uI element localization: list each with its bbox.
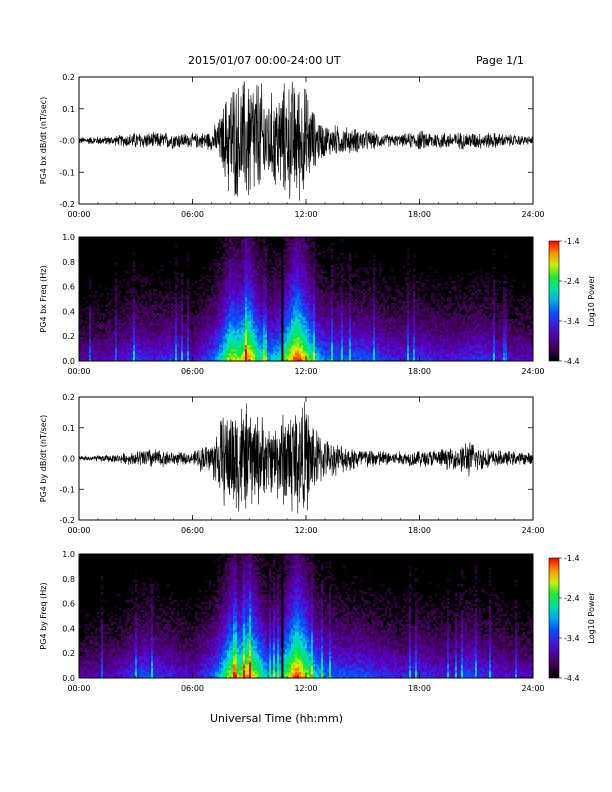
- y-axis-title-3: PG4 by Freq (Hz): [39, 582, 48, 649]
- x-tick-label-0-0: 00:00: [67, 210, 90, 219]
- y-tick-label-2-2: 0.0: [62, 455, 75, 464]
- data-gap-1: [281, 237, 284, 361]
- y-tick-label-0-4: 0.2: [62, 73, 75, 82]
- y-axis-title-2: PG4 by dB/dt (nT/sec): [39, 415, 48, 502]
- colorbar-tick-label-3-0: -1.4: [564, 554, 580, 563]
- y-tick-label-1-3: 0.6: [62, 283, 75, 292]
- x-tick-label-1-3: 18:00: [408, 367, 431, 376]
- x-tick-label-3-3: 18:00: [408, 684, 431, 693]
- x-tick-label-3-0: 00:00: [67, 684, 90, 693]
- colorbar-tick-label-3-2: -3.4: [564, 634, 580, 643]
- x-tick-label-3-2: 12:00: [294, 684, 317, 693]
- series-trace-0: [78, 81, 534, 201]
- x-tick-label-0-3: 18:00: [408, 210, 431, 219]
- y-tick-label-1-2: 0.4: [62, 307, 75, 316]
- date-range-title: 2015/01/07 00:00-24:00 UT: [188, 54, 341, 67]
- x-tick-label-1-4: 24:00: [521, 367, 544, 376]
- x-tick-label-2-2: 12:00: [294, 526, 317, 535]
- colorbar-tick-label-1-0: -1.4: [564, 237, 580, 246]
- x-tick-label-2-0: 00:00: [67, 526, 90, 535]
- colorbar-title-3: Log10 Power: [587, 592, 596, 644]
- series-trace-2: [78, 402, 534, 514]
- x-tick-label-0-4: 24:00: [521, 210, 544, 219]
- y-tick-label-0-2: -0.0: [59, 137, 75, 146]
- spectrogram-cells-1: [79, 237, 534, 362]
- y-tick-label-0-1: -0.1: [59, 168, 75, 177]
- x-tick-label-0-2: 12:00: [294, 210, 317, 219]
- y-tick-label-3-5: 1.0: [62, 550, 75, 559]
- x-tick-label-2-4: 24:00: [521, 526, 544, 535]
- y-axis-title-0: PG4 bx dB/dt (nT/sec): [39, 97, 48, 184]
- y-tick-label-3-0: 0.0: [62, 674, 75, 683]
- colorbar-tick-label-1-1: -2.4: [564, 277, 580, 286]
- y-tick-label-2-3: 0.1: [62, 424, 75, 433]
- colorbar-tick-label-1-3: -4.4: [564, 357, 580, 366]
- y-axis-title-1: PG4 bx Freq (Hz): [39, 265, 48, 332]
- x-tick-label-3-1: 06:00: [181, 684, 204, 693]
- x-tick-label-1-0: 00:00: [67, 367, 90, 376]
- y-tick-label-3-1: 0.2: [62, 649, 75, 658]
- x-axis-title: Universal Time (hh:mm): [210, 712, 343, 725]
- data-gap-3: [281, 554, 284, 678]
- y-tick-label-3-2: 0.4: [62, 624, 75, 633]
- x-tick-label-1-1: 06:00: [181, 367, 204, 376]
- x-tick-label-2-3: 18:00: [408, 526, 431, 535]
- colorbar-3: [548, 557, 560, 679]
- colorbar-tick-label-3-1: -2.4: [564, 594, 580, 603]
- spectrogram-cells-3: [79, 554, 534, 679]
- colorbar-title-1: Log10 Power: [587, 275, 596, 327]
- y-tick-label-1-5: 1.0: [62, 233, 75, 242]
- page-number: Page 1/1: [476, 54, 524, 67]
- y-tick-label-3-4: 0.8: [62, 575, 75, 584]
- x-tick-label-3-4: 24:00: [521, 684, 544, 693]
- y-tick-label-2-0: -0.2: [59, 516, 75, 525]
- y-tick-label-0-3: 0.1: [62, 105, 75, 114]
- colorbar-1: [548, 240, 560, 362]
- colorbar-tick-label-1-2: -3.4: [564, 317, 580, 326]
- y-tick-label-2-1: -0.1: [59, 485, 75, 494]
- y-tick-label-1-0: 0.0: [62, 357, 75, 366]
- x-tick-label-0-1: 06:00: [181, 210, 204, 219]
- x-tick-label-2-1: 06:00: [181, 526, 204, 535]
- x-tick-label-1-2: 12:00: [294, 367, 317, 376]
- y-tick-label-1-4: 0.8: [62, 258, 75, 267]
- colorbar-tick-label-3-3: -4.4: [564, 674, 580, 683]
- y-tick-label-3-3: 0.6: [62, 600, 75, 609]
- y-tick-label-1-1: 0.2: [62, 332, 75, 341]
- y-tick-label-0-0: -0.2: [59, 200, 75, 209]
- y-tick-label-2-4: 0.2: [62, 393, 75, 402]
